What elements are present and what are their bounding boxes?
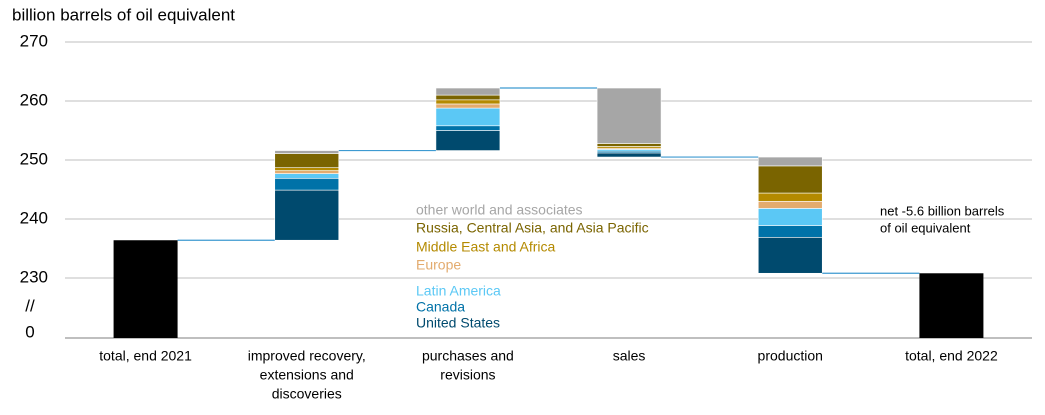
legend-entry: Russia, Central Asia, and Asia Pacific — [416, 220, 649, 236]
y-axis-label: billion barrels of oil equivalent — [12, 5, 235, 24]
bar-segment — [757, 156, 823, 167]
x-tick-label: purchases and — [422, 348, 514, 364]
bar-segment — [435, 94, 501, 101]
bar-segment — [435, 99, 501, 105]
legend-entry: Latin America — [416, 283, 501, 299]
y-tick-label: 0 — [25, 322, 34, 341]
bar-segment — [596, 143, 662, 147]
total-bar — [113, 240, 178, 338]
bar-segment — [274, 150, 340, 154]
x-tick-label: total, end 2022 — [905, 348, 998, 364]
bar-segment — [757, 225, 823, 238]
x-tick-label: discoveries — [272, 386, 342, 402]
bar-segment — [274, 170, 340, 174]
y-tick-label: 270 — [20, 31, 48, 50]
bar-segment — [435, 87, 501, 96]
bar-segment — [757, 201, 823, 209]
y-tick-label: 240 — [20, 208, 48, 227]
y-tick-label: 260 — [20, 90, 48, 109]
bar-segment — [596, 87, 662, 144]
legend-entry: Middle East and Africa — [416, 239, 556, 255]
x-tick-label: improved recovery, — [248, 348, 366, 364]
bar-segment — [274, 167, 340, 171]
total-bar — [919, 273, 984, 338]
bar-segment — [435, 130, 501, 151]
y-tick-label: 250 — [20, 149, 48, 168]
legend-entry: other world and associates — [416, 202, 583, 218]
legend-entry: United States — [416, 315, 500, 331]
bar-segment — [435, 125, 501, 131]
bar-segment — [757, 208, 823, 226]
bar-segment — [274, 153, 340, 168]
x-tick-label: sales — [613, 348, 646, 364]
x-tick-label: extensions and — [260, 367, 354, 383]
y-tick-label: 230 — [20, 267, 48, 286]
bar-segment — [596, 152, 662, 158]
x-tick-label: total, end 2021 — [99, 348, 192, 364]
legend-entry: Canada — [416, 299, 465, 315]
x-tick-label: revisions — [440, 367, 495, 383]
bar-segment — [757, 165, 823, 194]
bar-segment — [757, 236, 823, 274]
bar-segment — [435, 103, 501, 109]
annotation: of oil equivalent — [880, 220, 971, 235]
bar-segment — [435, 107, 501, 127]
bar-segment — [274, 173, 340, 179]
bar-segment — [274, 189, 340, 241]
bar-segment — [757, 192, 823, 202]
bar-segment — [274, 177, 340, 191]
annotation: net -5.6 billion barrels — [880, 203, 1005, 218]
axis-break: // — [25, 296, 35, 315]
legend-entry: Europe — [416, 257, 461, 273]
x-tick-label: production — [758, 348, 823, 364]
